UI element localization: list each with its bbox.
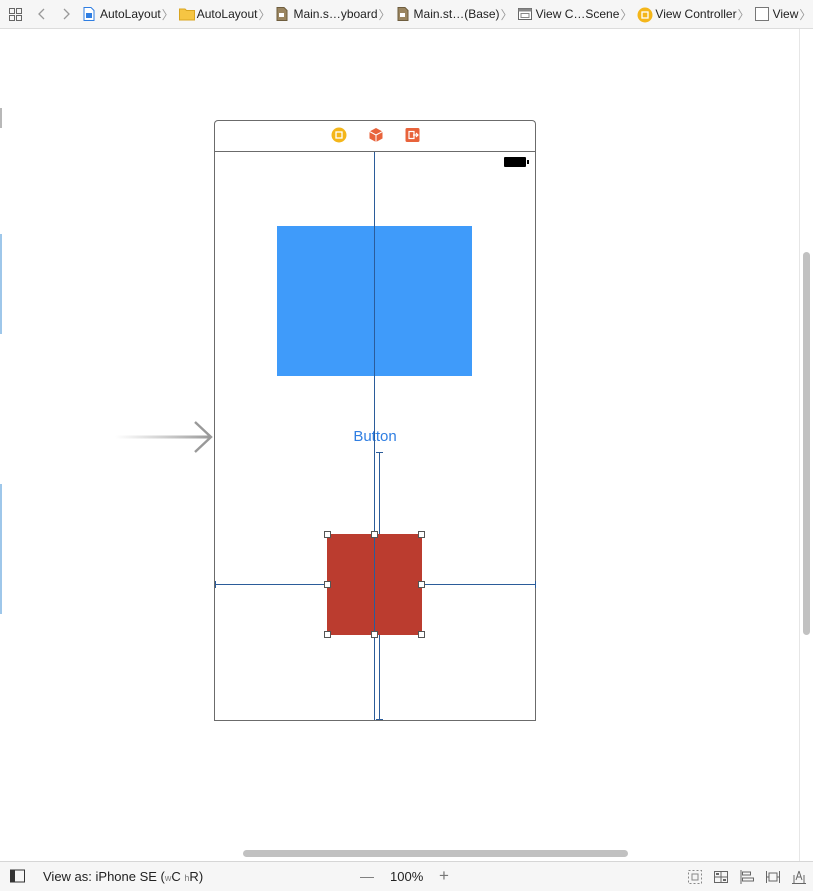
first-responder-icon[interactable]: [368, 127, 384, 143]
scene-icon: [517, 7, 532, 21]
breadcrumb-separator: 〉: [500, 7, 513, 22]
storyboard-file-icon: [275, 7, 289, 21]
breadcrumb-view-controller[interactable]: View Controller 〉: [633, 0, 750, 28]
view-as-label: View as: iPhone SE (: [43, 869, 165, 884]
resize-handle-right[interactable]: [418, 581, 425, 588]
storyboard-file-icon: [396, 7, 410, 21]
view-as-device-button[interactable]: View as: iPhone SE (wC hR): [43, 869, 203, 884]
breadcrumb-view[interactable]: View 〉: [751, 0, 813, 28]
resize-handle-left[interactable]: [324, 581, 331, 588]
resolve-issues-icon[interactable]: [765, 869, 781, 885]
pin-icon[interactable]: [739, 869, 755, 885]
breadcrumb-label: View C…Scene: [535, 7, 620, 21]
canvas-edge-marker: [0, 108, 2, 128]
bottom-toolbar: View as: iPhone SE (wC hR) — 100% +: [0, 861, 813, 891]
zoom-in-button[interactable]: +: [439, 866, 449, 885]
chevron-left-icon[interactable]: [30, 0, 54, 28]
breadcrumb-label: Main.s…yboard: [293, 7, 378, 21]
bottom-spacing-constraint[interactable]: [379, 635, 380, 719]
embed-in-stack-icon[interactable]: [687, 869, 703, 885]
sidebar-toggle-icon[interactable]: [10, 869, 26, 885]
breadcrumb-scene[interactable]: View C…Scene 〉: [514, 0, 634, 28]
center-x-alignment-guide: [374, 152, 375, 720]
view-controller-icon[interactable]: [331, 127, 347, 143]
button[interactable]: Button: [353, 428, 397, 445]
resize-handle-top[interactable]: [371, 531, 378, 538]
resize-handle-bottom-left[interactable]: [324, 631, 331, 638]
canvas-edge-marker: [0, 234, 2, 334]
breadcrumb-separator: 〉: [378, 7, 391, 22]
zoom-out-button[interactable]: —: [360, 868, 374, 884]
vertical-scrollbar[interactable]: [799, 29, 813, 861]
chevron-right-icon[interactable]: [54, 0, 78, 28]
vertical-spacing-constraint-top[interactable]: [379, 452, 380, 534]
resizing-icon[interactable]: [791, 869, 807, 885]
size-class-h-value: R: [189, 869, 199, 884]
breadcrumb-project[interactable]: AutoLayout 〉: [78, 0, 175, 28]
view-icon: [754, 7, 769, 21]
constraint-cap: [376, 719, 383, 720]
resize-handle-top-right[interactable]: [418, 531, 425, 538]
view-controller-icon: [637, 7, 653, 23]
constraint-cap: [535, 581, 536, 588]
size-class-h: h: [184, 873, 190, 883]
breadcrumb-separator: 〉: [258, 7, 271, 22]
breadcrumb-folder[interactable]: AutoLayout 〉: [175, 0, 272, 28]
breadcrumb-storyboard[interactable]: Main.s…yboard 〉: [271, 0, 391, 28]
size-class-w-value: C: [171, 869, 181, 884]
constraint-cap: [215, 581, 216, 588]
folder-icon: [178, 7, 195, 21]
breadcrumb-label: AutoLayout: [100, 7, 161, 21]
leading-spacing-constraint[interactable]: [215, 584, 327, 585]
breadcrumb-separator: 〉: [620, 7, 633, 22]
canvas-edge-marker: [0, 484, 2, 614]
jump-bar: AutoLayout 〉 AutoLayout 〉 Main.s…yboard …: [0, 0, 813, 29]
size-class-w: w: [164, 873, 172, 883]
breadcrumb-separator: 〉: [161, 7, 174, 22]
initial-view-controller-arrow-icon[interactable]: [115, 420, 215, 459]
breadcrumb-storyboard-base[interactable]: Main.st…(Base) 〉: [392, 0, 514, 28]
project-file-icon: [82, 7, 96, 21]
breadcrumb-separator: 〉: [799, 7, 812, 22]
constraint-cap: [376, 452, 383, 453]
view-as-close-paren: ): [198, 869, 204, 884]
breadcrumb-label: View: [772, 7, 799, 21]
zoom-level[interactable]: 100%: [390, 869, 424, 884]
breadcrumb-label: View Controller: [655, 7, 737, 21]
vertical-scroll-thumb[interactable]: [803, 252, 810, 635]
related-items-grid-icon[interactable]: [0, 0, 30, 28]
breadcrumb-separator: 〉: [737, 7, 750, 22]
resize-handle-bottom-right[interactable]: [418, 631, 425, 638]
exit-icon[interactable]: [405, 127, 421, 143]
resize-handle-bottom[interactable]: [371, 631, 378, 638]
align-icon[interactable]: [713, 869, 729, 885]
battery-icon: [504, 157, 529, 167]
horizontal-scroll-thumb[interactable]: [243, 850, 628, 857]
resize-handle-top-left[interactable]: [324, 531, 331, 538]
trailing-spacing-constraint[interactable]: [422, 584, 535, 585]
breadcrumb-label: AutoLayout: [196, 7, 258, 21]
breadcrumb-label: Main.st…(Base): [413, 7, 500, 21]
